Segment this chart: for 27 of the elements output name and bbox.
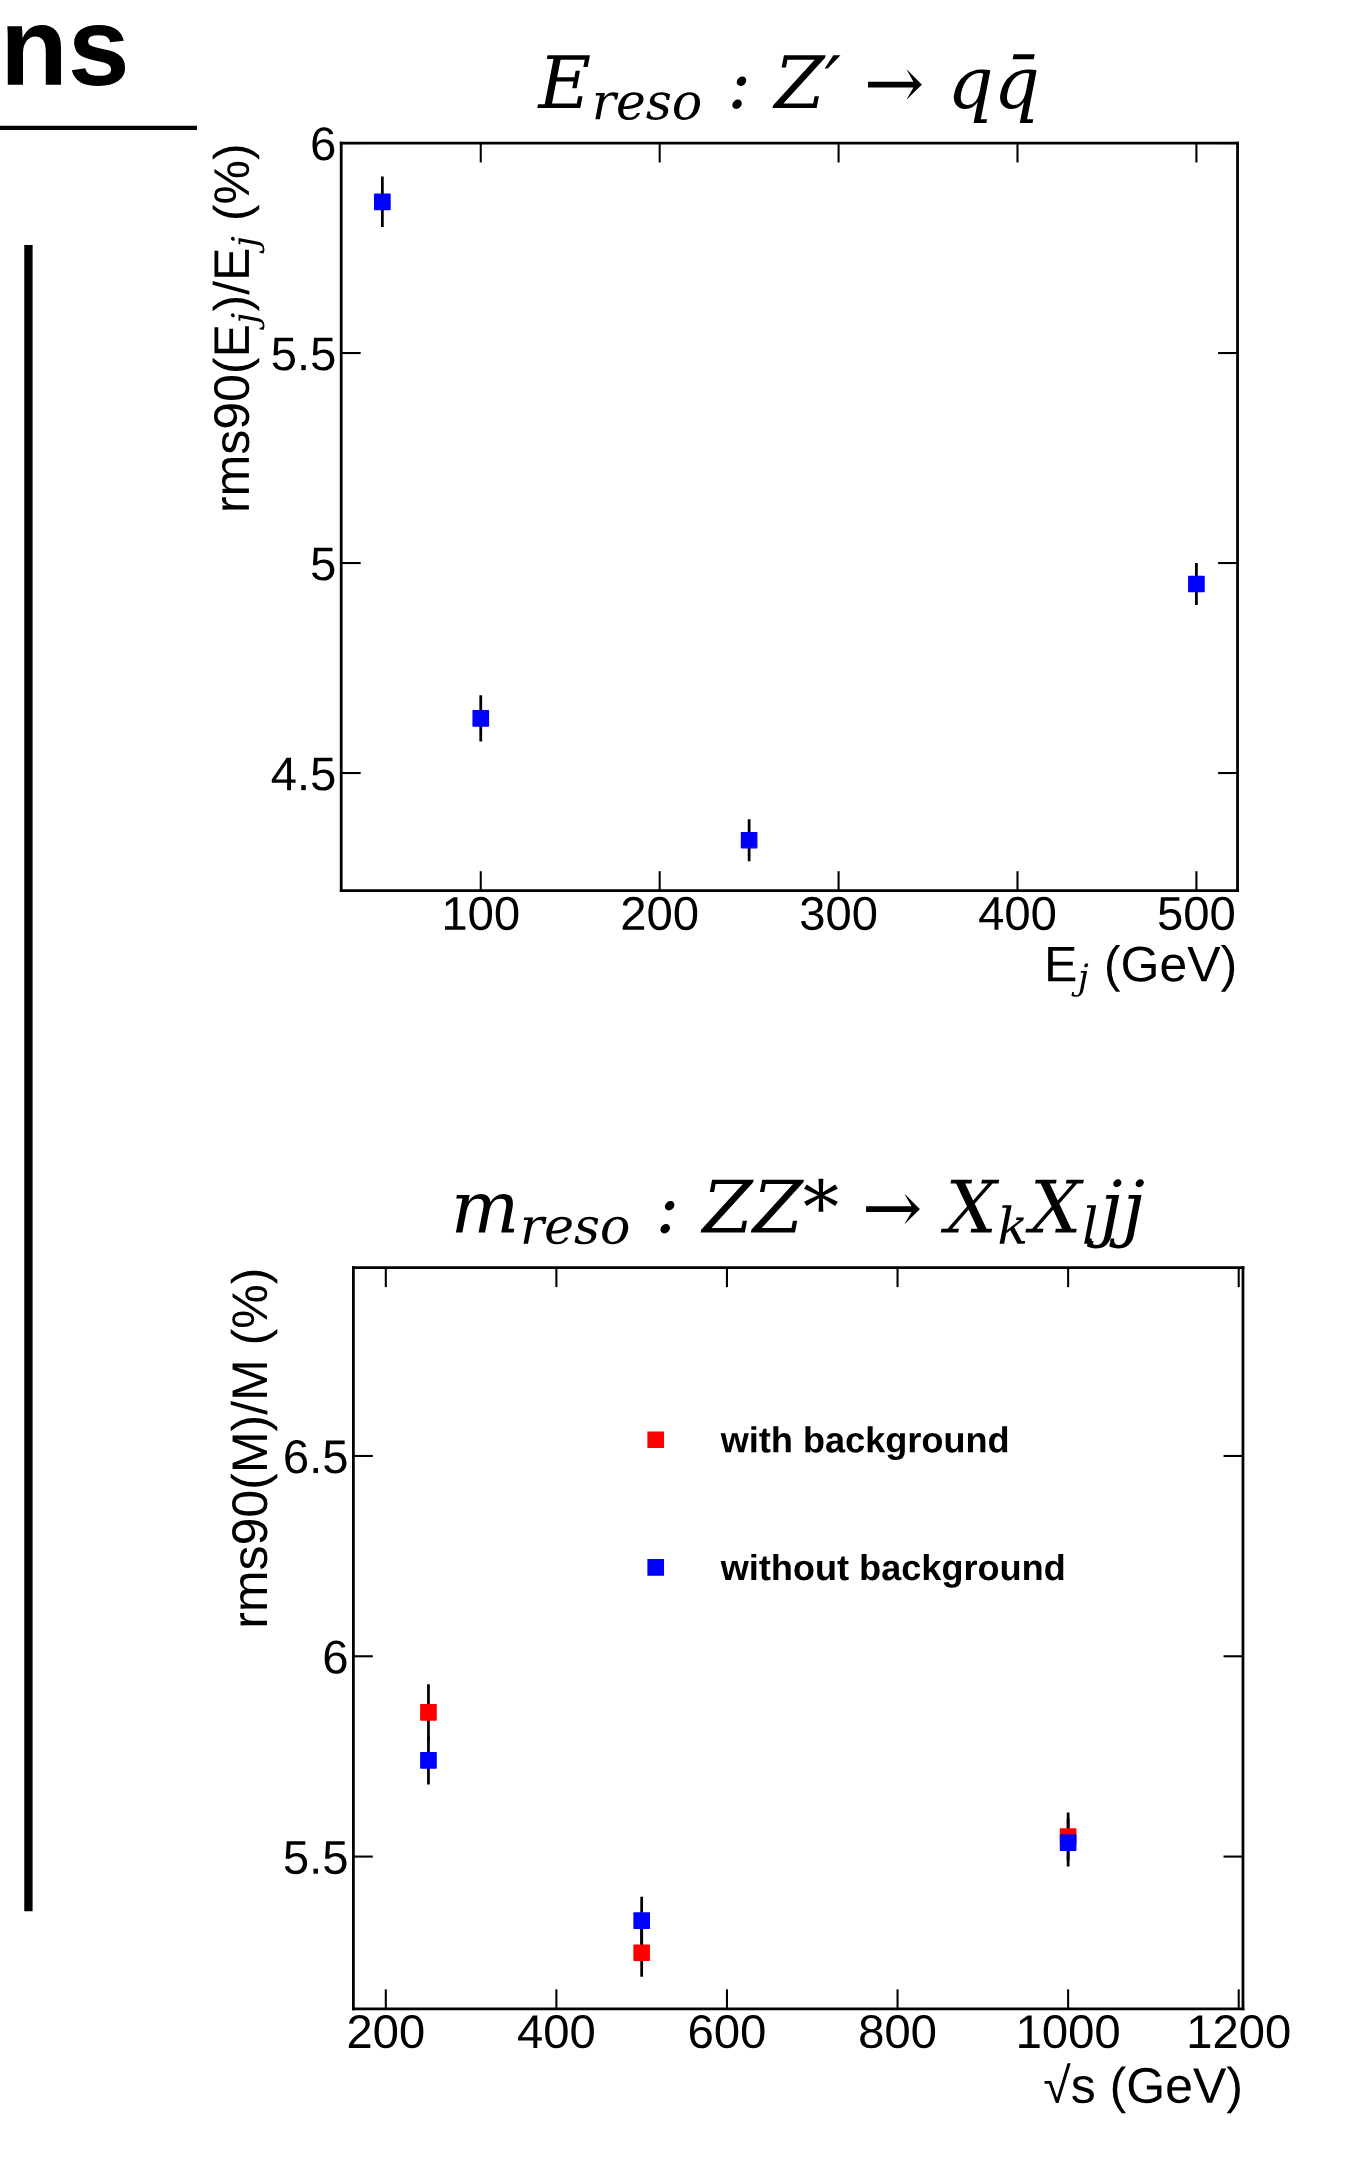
y-tick-label: 6: [312, 127, 335, 161]
x-axis-title: √s (GeV): [1044, 2063, 1240, 2114]
y-axis-title: rms90(E$_{j}$)/E$_{j}$ (%): [212, 146, 265, 510]
x-tick-label: 400: [518, 2014, 594, 2049]
y-tick-label: 4.5: [271, 757, 335, 791]
x-tick-label: 200: [348, 2014, 424, 2049]
y-tick-label: 5: [311, 547, 335, 581]
x-tick-label: 400: [979, 896, 1056, 931]
x-tick-label: 500: [1158, 896, 1234, 931]
x-axis-title: E$_{j}$ (GeV): [1048, 945, 1235, 997]
legend-label: with background: [720, 1426, 1008, 1460]
y-tick-label: 6.5: [285, 1440, 347, 1474]
chart-title: E$_{reso}$ : Z′ → qq̄: [537, 54, 1037, 123]
x-tick-label: 300: [800, 896, 877, 931]
y-tick-label: 5.5: [272, 337, 335, 371]
y-axis-title: rms90(M)/M (%): [230, 1270, 278, 1626]
y-tick-label: 5.5: [284, 1841, 347, 1875]
x-tick-label: 1000: [1019, 2014, 1119, 2049]
x-tick-label: 600: [689, 2014, 765, 2049]
chart-title: m$_{reso}$ : ZZ* → X$_{k}$X$_{l}$jj: [455, 1178, 1144, 1249]
legend-label: without background: [720, 1553, 1064, 1588]
y-tick-label: 6: [324, 1640, 347, 1674]
text: ns: [7, 25, 126, 86]
x-tick-label: 800: [860, 2014, 936, 2049]
x-tick-label: 100: [444, 896, 519, 931]
x-tick-label: 1200: [1189, 2014, 1290, 2049]
x-tick-label: 200: [622, 896, 698, 931]
